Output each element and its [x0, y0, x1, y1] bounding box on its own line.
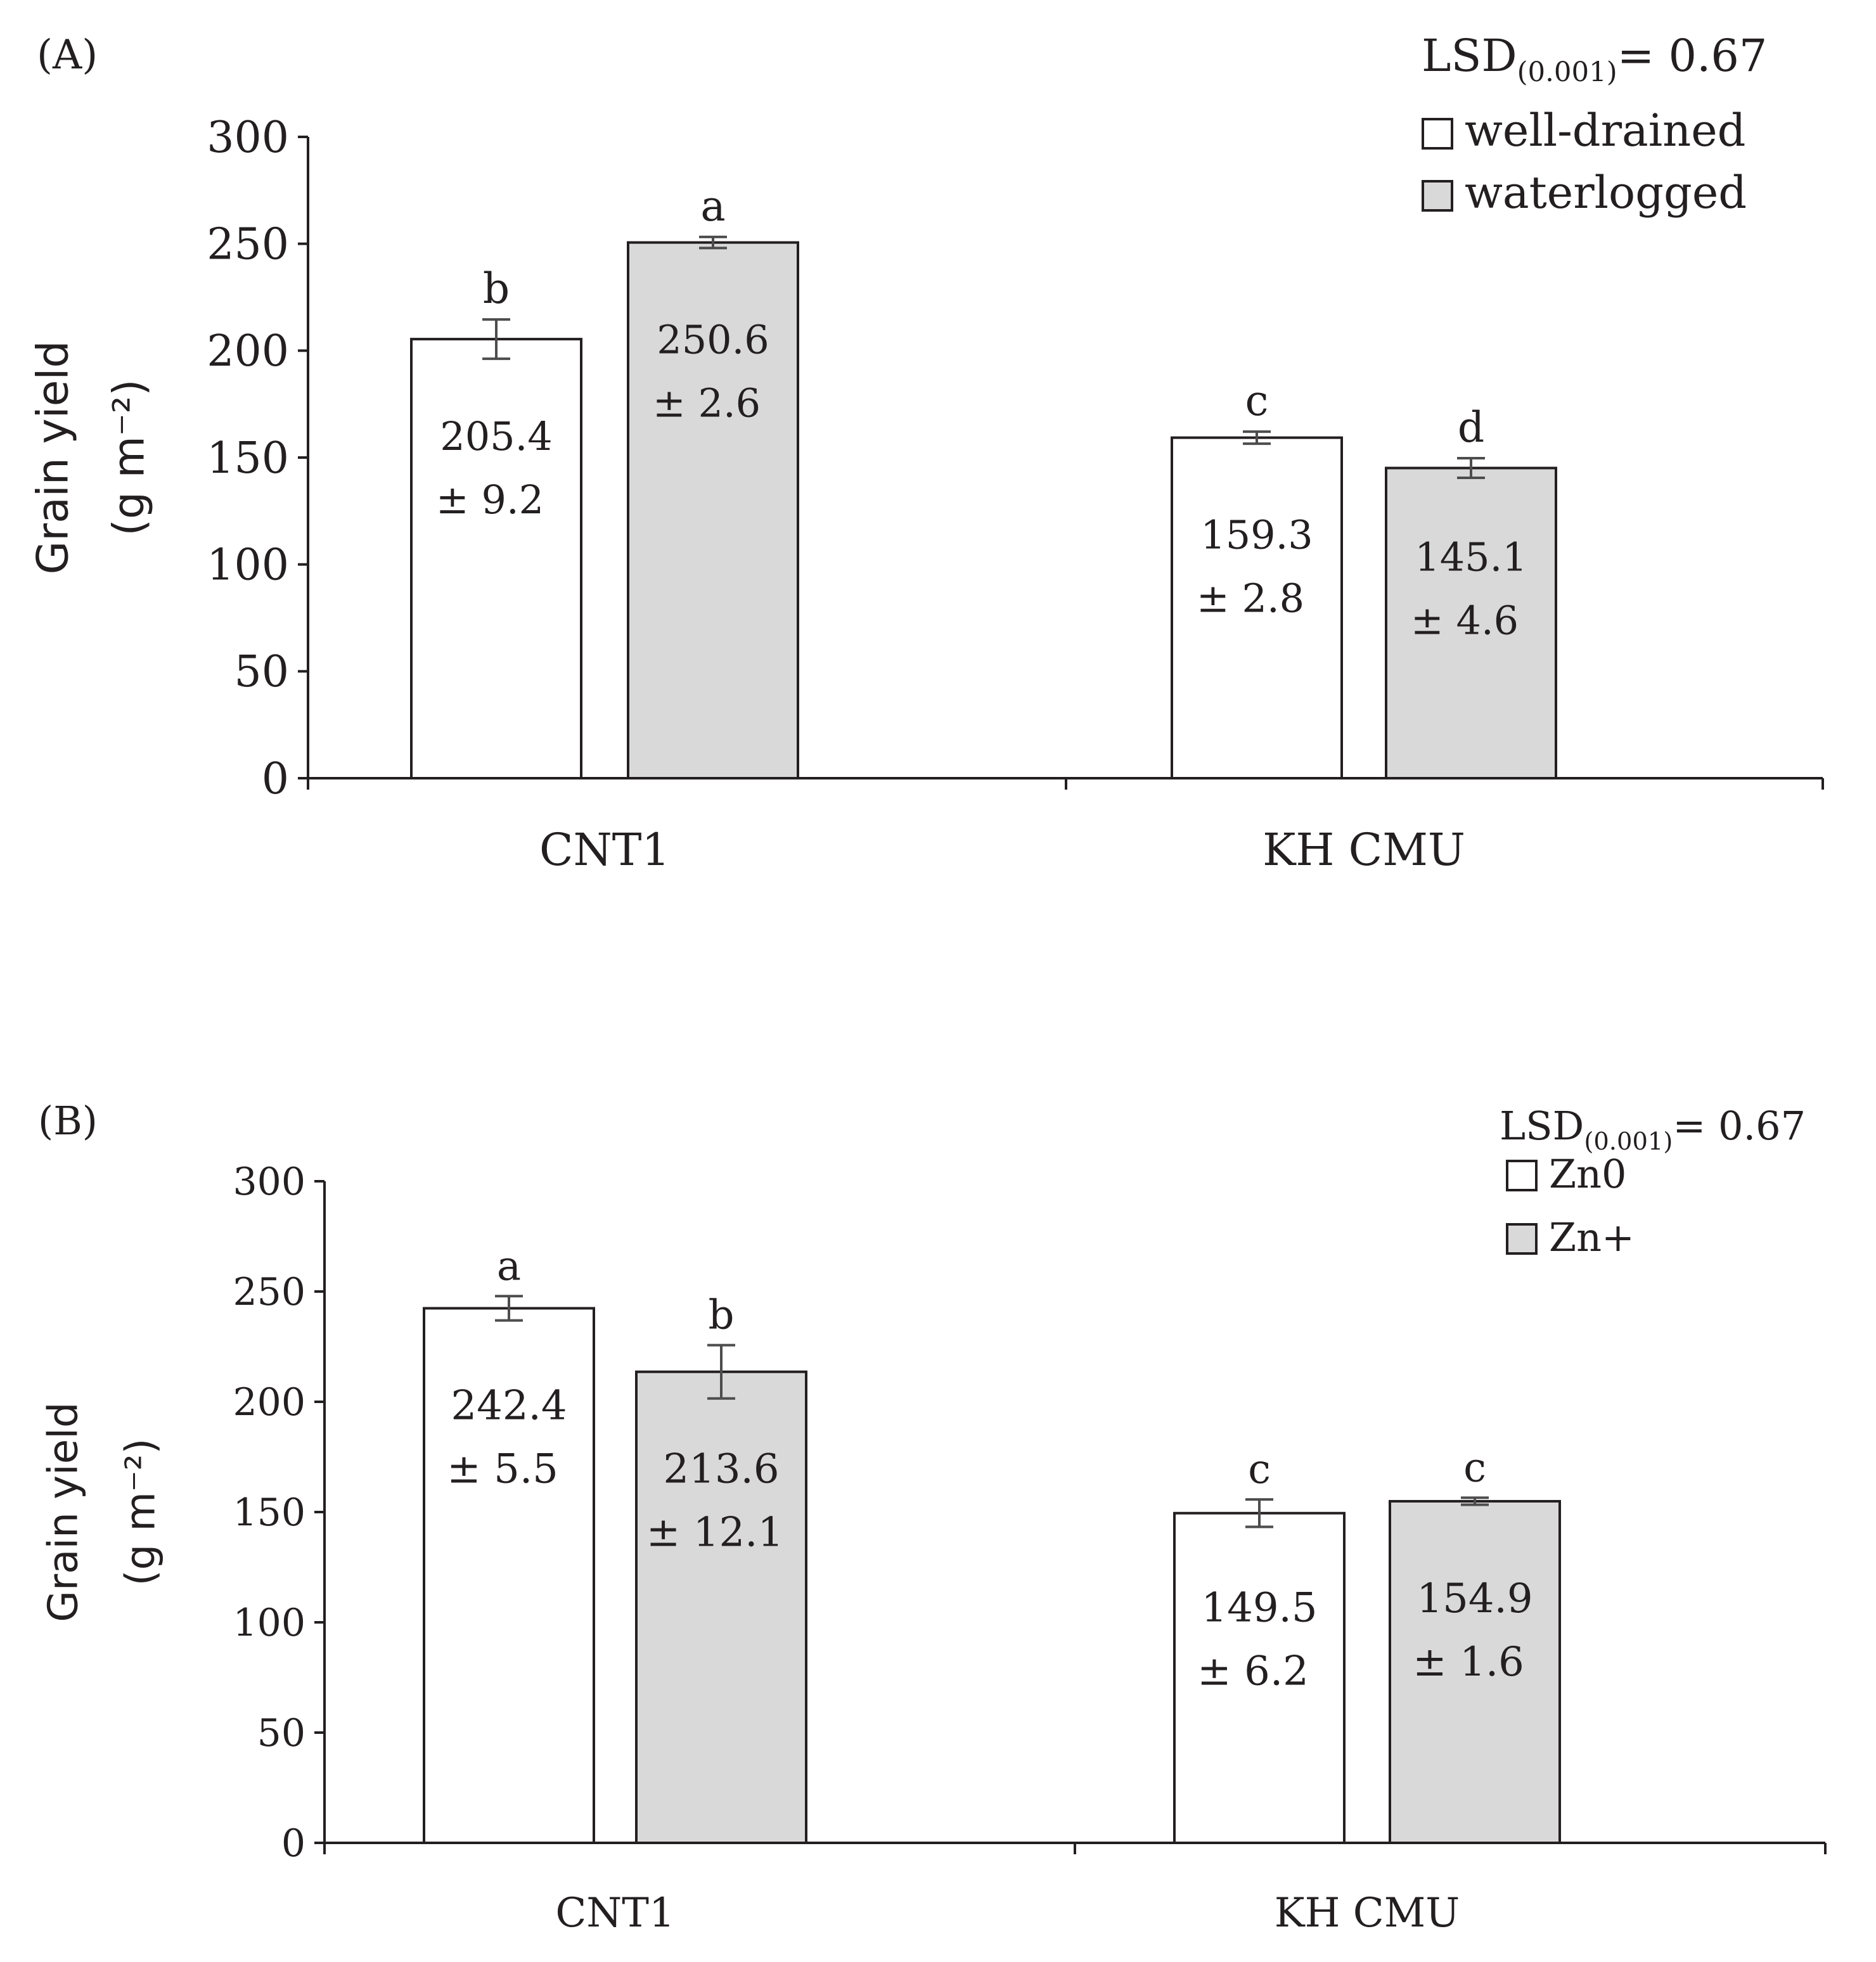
y-tick-label: 250 [233, 1270, 305, 1314]
y-axis-title: Grain yield [41, 1402, 87, 1622]
y-tick-label: 0 [262, 754, 289, 804]
bar [1171, 436, 1343, 779]
data-label-error: ± 2.6 [653, 380, 761, 426]
data-label-error: ± 2.8 [1197, 575, 1304, 622]
y-tick-label: 200 [233, 1380, 305, 1425]
bar [423, 1307, 595, 1844]
bar [635, 1370, 807, 1845]
significance-letter: a [497, 1243, 521, 1290]
y-tick-label: 100 [207, 540, 289, 590]
lsd-value: = 0.67 [1617, 30, 1768, 82]
significance-letter: b [709, 1292, 735, 1339]
lsd-value: = 0.67 [1673, 1103, 1806, 1149]
lsd-label: LSD [1422, 30, 1517, 82]
legend-swatch [1506, 1223, 1538, 1255]
data-label-value: 242.4 [451, 1382, 567, 1429]
bar [410, 338, 582, 779]
legend-swatch [1422, 118, 1453, 150]
significance-letter: c [1245, 376, 1269, 425]
data-label-error: ± 12.1 [646, 1510, 783, 1556]
data-label-error: ± 6.2 [1197, 1648, 1309, 1695]
y-tick-label: 50 [257, 1711, 305, 1755]
y-tick-label: 100 [233, 1601, 305, 1645]
y-tick-label: 150 [233, 1491, 305, 1535]
y-tick-label: 300 [233, 1160, 305, 1204]
x-category-label: CNT1 [539, 824, 670, 876]
data-label-error: ± 5.5 [447, 1446, 558, 1492]
y-tick-label: 0 [281, 1821, 305, 1866]
legend-label: Zn+ [1549, 1214, 1635, 1260]
y-tick-label: 250 [207, 219, 289, 269]
data-label-value: 154.9 [1417, 1575, 1532, 1622]
significance-letter: c [1463, 1444, 1486, 1491]
data-label-value: 213.6 [663, 1446, 779, 1493]
x-category-label: CNT1 [555, 1890, 674, 1937]
y-axis-unit: (g m⁻²) [105, 379, 155, 535]
lsd-annotation: LSD(0.001)= 0.67 [1422, 30, 1767, 88]
chart-panel-b: (B) Grain yield (g m⁻²) 0 50 100 150 200 250 300 C… [38, 1098, 1827, 1937]
legend-label: Zn0 [1549, 1151, 1626, 1197]
lsd-label: LSD [1500, 1103, 1584, 1149]
lsd-subscript: (0.001) [1517, 56, 1617, 88]
y-tick-label: 150 [207, 433, 289, 484]
significance-letter: b [483, 264, 510, 313]
chart-panel-a: (A) Grain yield (g m⁻²) 0 50 100 150 200 250 300 C… [29, 30, 1824, 876]
legend-swatch [1422, 180, 1453, 212]
panel-label: (A) [37, 32, 98, 79]
x-category-label: KH CMU [1275, 1890, 1460, 1937]
panel-label: (B) [38, 1098, 98, 1144]
y-tick-label: 200 [207, 326, 289, 376]
data-label-value: 159.3 [1200, 512, 1313, 558]
data-label-error: ± 4.6 [1411, 597, 1519, 643]
data-label-error: ± 1.6 [1413, 1639, 1524, 1686]
data-label-value: 205.4 [440, 413, 553, 459]
y-axis-title: Grain yield [29, 341, 79, 575]
significance-letter: c [1248, 1446, 1271, 1493]
significance-letter: d [1458, 403, 1484, 452]
data-label-value: 250.6 [657, 317, 769, 363]
data-label-value: 145.1 [1415, 534, 1527, 580]
y-tick-label: 300 [207, 113, 289, 163]
lsd-subscript: (0.001) [1584, 1127, 1673, 1156]
y-tick-label: 50 [234, 647, 289, 697]
legend-label: waterlogged [1465, 167, 1747, 219]
legend-swatch [1506, 1160, 1538, 1191]
lsd-annotation: LSD(0.001)= 0.67 [1500, 1103, 1806, 1156]
y-axis-unit: (g m⁻²) [118, 1439, 165, 1586]
significance-letter: a [700, 182, 725, 231]
bar [1389, 1499, 1561, 1844]
x-category-label: KH CMU [1262, 824, 1465, 876]
data-label-value: 149.5 [1201, 1585, 1317, 1632]
legend-label: well-drained [1465, 105, 1745, 157]
data-label-error: ± 9.2 [436, 477, 544, 523]
